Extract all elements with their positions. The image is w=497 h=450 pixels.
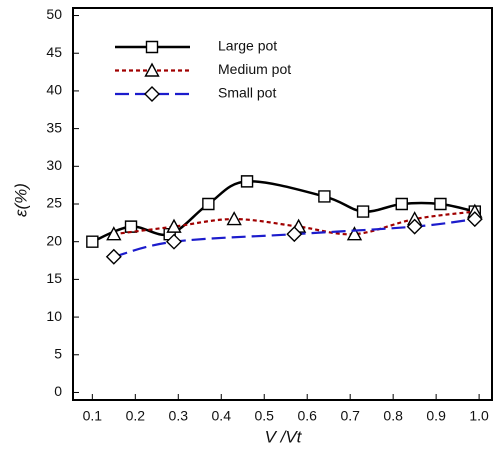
data-point [318, 190, 331, 203]
x-tick-label: 0.3 [169, 408, 189, 424]
y-tick-label: 40 [46, 82, 62, 98]
x-tick-label: 0.9 [426, 408, 446, 424]
data-point [106, 226, 122, 241]
x-tick-label: 1.0 [469, 408, 489, 424]
legend-label: Medium pot [218, 61, 291, 77]
x-tick-label: 0.4 [212, 408, 232, 424]
x-axis-label: V /Vt [265, 427, 303, 446]
data-point [466, 211, 483, 228]
y-tick-label: 0 [54, 383, 62, 399]
data-point [202, 197, 215, 211]
data-point [434, 197, 447, 211]
x-tick-label: 0.1 [83, 408, 103, 424]
y-tick-label: 30 [46, 157, 62, 173]
data-point [395, 197, 408, 211]
y-tick-label: 5 [54, 345, 62, 361]
x-tick-label: 0.7 [340, 408, 360, 424]
legend-marker [144, 86, 160, 102]
x-tick-label: 0.5 [255, 408, 275, 424]
y-tick-label: 10 [46, 308, 62, 324]
data-point [166, 218, 182, 233]
y-tick-label: 25 [46, 195, 62, 211]
data-point [86, 235, 99, 248]
y-tick-label: 45 [46, 44, 62, 60]
data-point [356, 205, 370, 218]
legend-label: Small pot [218, 85, 276, 101]
legend-label: Large pot [218, 38, 277, 54]
data-point [165, 233, 182, 250]
x-tick-label: 0.8 [383, 408, 403, 424]
legend-marker [144, 62, 160, 77]
y-tick-label: 35 [46, 119, 62, 135]
data-point [286, 226, 303, 243]
x-tick-label: 0.2 [126, 408, 146, 424]
data-point [240, 175, 254, 188]
data-point [226, 211, 242, 226]
y-tick-label: 20 [46, 232, 62, 248]
legend-marker [145, 40, 159, 54]
y-axis-label: ε(%) [11, 183, 30, 217]
data-point [105, 248, 122, 265]
y-tick-label: 15 [46, 270, 62, 286]
x-tick-label: 0.6 [297, 408, 317, 424]
y-tick-label: 50 [46, 6, 62, 22]
data-point [406, 218, 423, 235]
series-line [91, 180, 476, 243]
data-point [346, 226, 363, 241]
